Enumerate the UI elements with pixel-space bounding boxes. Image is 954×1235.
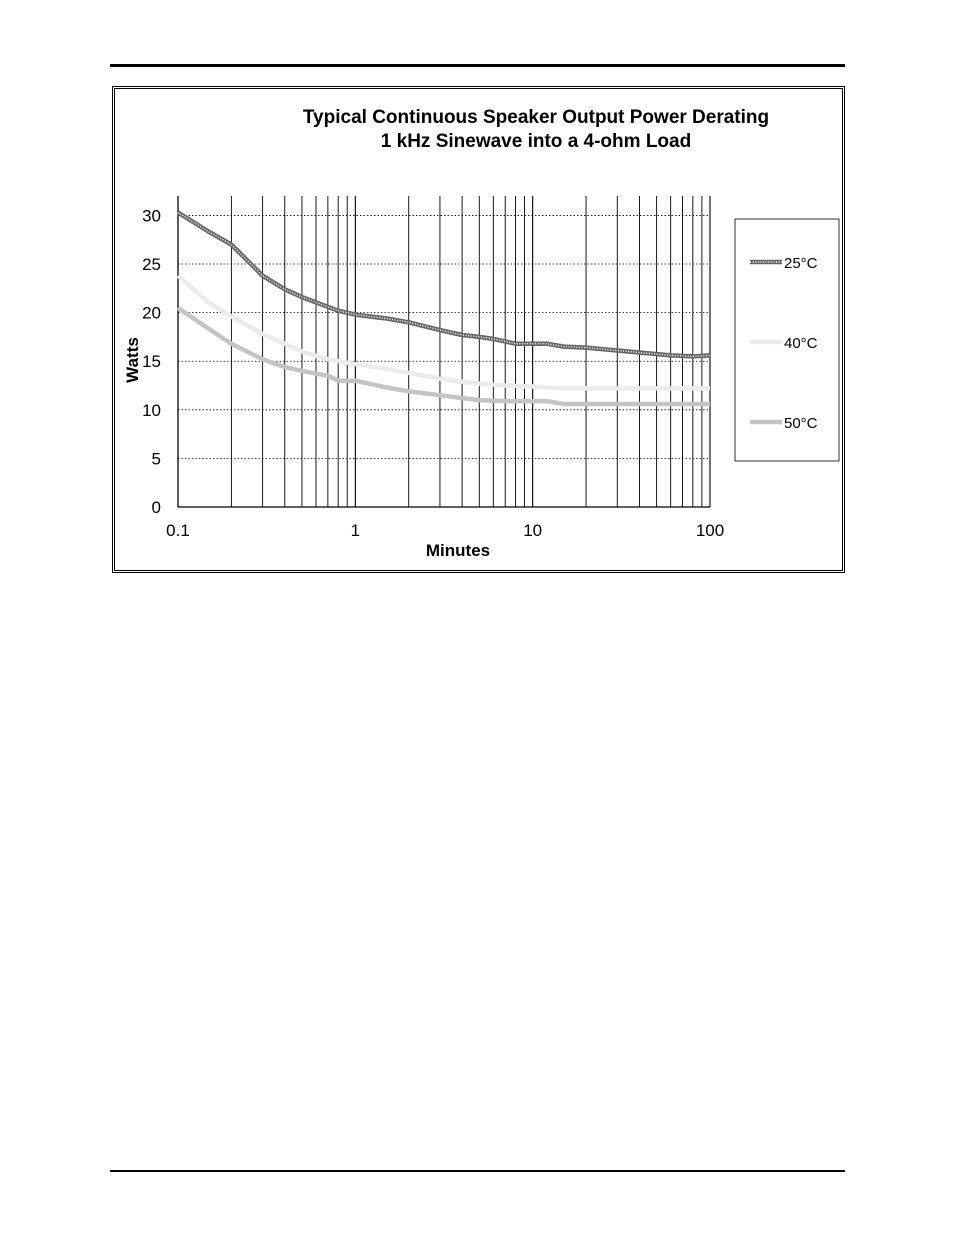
header-rule <box>110 64 845 67</box>
series-25c-line <box>176 210 711 359</box>
y-tick-label: 20 <box>142 304 161 323</box>
legend-25c-label: 25°C <box>784 255 818 272</box>
y-tick-label: 5 <box>152 449 161 468</box>
series-40c-line <box>176 274 710 391</box>
legend-40c-label: 40°C <box>784 335 818 352</box>
y-tick-label: 15 <box>142 352 161 371</box>
tick-labels: 0 5 10 15 20 25 30 0.1 1 10 100 <box>142 206 724 540</box>
x-axis-label: Minutes <box>426 541 490 560</box>
y-tick-label: 25 <box>142 255 161 274</box>
y-tick-label: 10 <box>142 401 161 420</box>
chart-frame <box>112 86 845 573</box>
chart-title-line-1: Typical Continuous Speaker Output Power … <box>303 107 769 128</box>
x-tick-label: 100 <box>696 521 724 540</box>
chart-title: Typical Continuous Speaker Output Power … <box>303 107 769 152</box>
series-layer <box>176 210 711 407</box>
y-axis-label: Watts <box>123 337 142 383</box>
x-tick-label: 1 <box>351 521 360 540</box>
x-tick-label: 10 <box>523 521 542 540</box>
legend: 25°C 40°C 50°C <box>734 218 840 462</box>
y-tick-label: 30 <box>142 206 161 225</box>
chart-title-line-2: 1 kHz Sinewave into a 4-ohm Load <box>381 131 691 152</box>
y-tick-label: 0 <box>152 498 161 517</box>
legend-50c-label: 50°C <box>784 415 818 432</box>
series-50c-line <box>176 305 710 407</box>
x-tick-label: 0.1 <box>166 521 190 540</box>
footer-rule <box>110 1170 845 1172</box>
